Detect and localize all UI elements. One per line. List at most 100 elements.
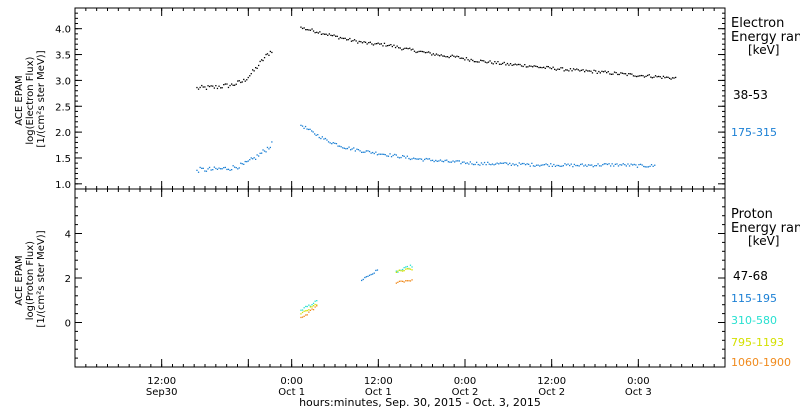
data-point bbox=[625, 165, 627, 167]
data-point bbox=[319, 31, 321, 33]
data-point bbox=[210, 85, 212, 87]
data-point bbox=[536, 66, 538, 68]
data-point bbox=[364, 276, 366, 279]
data-point bbox=[626, 74, 628, 77]
data-point bbox=[261, 152, 263, 154]
data-point bbox=[336, 35, 338, 37]
data-point bbox=[401, 49, 403, 51]
proton-legend-1060-1900: 1060-1900 bbox=[731, 356, 791, 369]
data-point bbox=[511, 64, 513, 66]
data-point bbox=[532, 66, 534, 68]
data-point bbox=[671, 77, 674, 79]
data-point bbox=[383, 153, 385, 155]
data-point bbox=[636, 166, 639, 168]
data-point bbox=[392, 154, 394, 157]
data-point bbox=[464, 59, 466, 61]
data-point bbox=[400, 280, 402, 282]
data-point bbox=[403, 155, 405, 157]
data-point bbox=[572, 68, 575, 70]
data-point bbox=[569, 68, 572, 70]
data-point bbox=[406, 265, 408, 268]
data-point bbox=[420, 158, 423, 160]
data-point bbox=[673, 77, 675, 79]
data-point bbox=[394, 46, 397, 49]
data-point bbox=[497, 61, 499, 63]
data-point bbox=[438, 160, 440, 162]
data-point bbox=[341, 37, 343, 39]
data-point bbox=[411, 269, 413, 271]
proton-legend-310-580: 310-580 bbox=[731, 314, 777, 327]
data-point bbox=[249, 75, 251, 77]
data-point bbox=[347, 39, 349, 41]
data-point bbox=[204, 86, 206, 88]
data-point bbox=[533, 65, 535, 67]
data-point bbox=[372, 44, 375, 46]
data-point bbox=[309, 29, 312, 31]
data-point bbox=[510, 164, 512, 166]
data-point bbox=[238, 167, 240, 169]
data-point bbox=[421, 50, 423, 53]
data-point bbox=[381, 153, 383, 155]
data-point bbox=[610, 73, 613, 75]
data-point bbox=[306, 128, 308, 130]
data-point bbox=[589, 164, 591, 166]
data-point bbox=[306, 29, 308, 31]
data-point bbox=[361, 42, 364, 44]
data-point bbox=[244, 160, 246, 163]
data-point bbox=[398, 47, 400, 49]
data-point bbox=[406, 280, 408, 282]
data-point bbox=[460, 163, 462, 165]
data-point bbox=[376, 269, 379, 271]
data-point bbox=[415, 51, 417, 54]
proton-legend-47-68: 47-68 bbox=[733, 269, 768, 283]
data-point bbox=[382, 45, 384, 47]
data-point bbox=[667, 76, 669, 78]
data-point bbox=[197, 171, 200, 173]
data-point bbox=[223, 167, 225, 169]
data-point bbox=[431, 54, 433, 56]
data-point bbox=[261, 59, 263, 61]
data-point bbox=[390, 156, 393, 158]
data-point bbox=[366, 43, 368, 45]
data-point bbox=[611, 163, 613, 165]
data-point bbox=[303, 307, 305, 309]
data-point bbox=[525, 66, 527, 68]
data-point bbox=[220, 168, 222, 170]
data-point bbox=[320, 137, 322, 140]
data-point bbox=[226, 168, 228, 171]
data-point bbox=[368, 150, 371, 153]
data-point bbox=[208, 166, 211, 169]
data-point bbox=[592, 166, 594, 168]
data-point bbox=[216, 87, 219, 90]
data-point bbox=[364, 41, 367, 43]
data-point bbox=[411, 266, 413, 268]
data-point bbox=[395, 271, 397, 273]
data-point bbox=[437, 54, 439, 56]
data-point bbox=[305, 314, 307, 316]
data-point bbox=[268, 148, 270, 150]
data-point bbox=[580, 69, 583, 71]
data-point bbox=[387, 155, 390, 157]
data-point bbox=[395, 270, 397, 272]
data-point bbox=[342, 147, 344, 149]
data-point bbox=[570, 163, 572, 165]
data-point bbox=[317, 134, 319, 136]
data-point bbox=[330, 34, 332, 36]
data-point bbox=[207, 85, 209, 87]
data-point bbox=[417, 158, 419, 160]
data-point bbox=[339, 36, 341, 39]
data-point bbox=[633, 163, 635, 166]
x-tick-label: Oct 2 bbox=[452, 387, 479, 398]
data-point bbox=[521, 162, 523, 165]
data-point bbox=[365, 150, 367, 152]
data-point bbox=[428, 158, 431, 160]
data-point bbox=[528, 163, 530, 165]
electron-legend-38-53: 38-53 bbox=[733, 88, 768, 102]
x-tick-label: 12:00 bbox=[537, 376, 566, 387]
data-point bbox=[647, 74, 649, 77]
data-point bbox=[496, 162, 498, 164]
data-point bbox=[439, 159, 442, 161]
data-point bbox=[432, 53, 434, 55]
data-point bbox=[459, 57, 461, 59]
data-point bbox=[472, 163, 475, 166]
